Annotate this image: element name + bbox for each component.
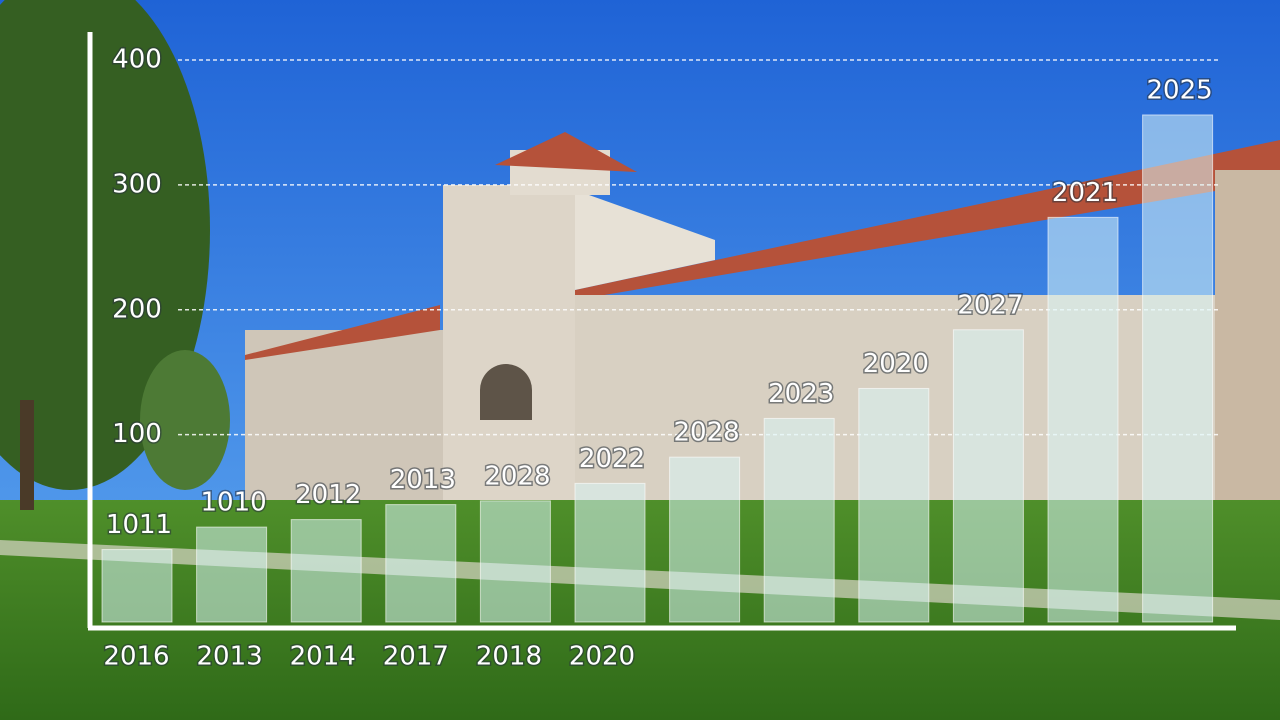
bar-label: 2025 [1147,75,1213,105]
bar [574,482,646,623]
bar-label: 2028 [674,418,740,448]
bar-label: 2027 [957,290,1023,320]
bar [1047,216,1119,623]
bar [290,519,362,623]
x-tick-label: 2014 [290,642,356,672]
y-tick-label: 100 [112,419,162,449]
x-tick-label: 2016 [103,642,169,672]
bar-label: 2022 [579,444,645,474]
bar [101,549,173,623]
x-tick-label: 2020 [569,642,635,672]
bar [479,500,551,623]
bar-label: 2020 [863,349,929,379]
x-tick-label: 2017 [383,642,449,672]
bar [763,417,835,623]
bar-label: 2012 [295,480,361,510]
x-tick-label: 2018 [476,642,542,672]
bar [196,526,268,623]
x-tick-label: 2013 [197,642,263,672]
bar-label: 2021 [1052,178,1118,208]
bar [1142,114,1214,623]
bar-label: 2013 [390,465,456,495]
bar-label: 1010 [201,488,267,518]
bar [669,456,741,623]
bar [952,329,1024,623]
bar [385,504,457,623]
bar-label: 2028 [484,461,550,491]
bar-label: 2023 [768,379,834,409]
y-tick-label: 300 [112,169,162,199]
y-tick-label: 400 [112,45,162,75]
bar [858,387,930,623]
y-tick-label: 200 [112,294,162,324]
bar-label: 1011 [106,510,172,540]
